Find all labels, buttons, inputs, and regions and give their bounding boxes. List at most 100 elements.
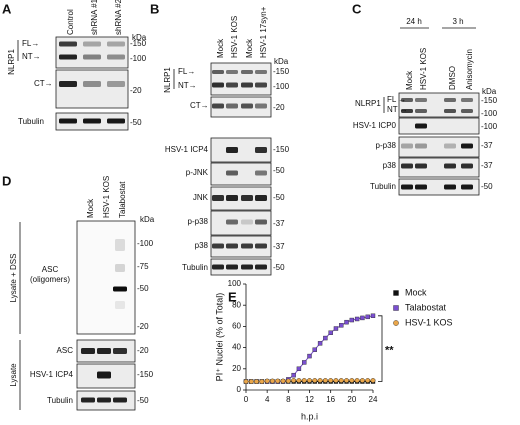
band bbox=[415, 184, 427, 190]
x-tick-label: 20 bbox=[347, 395, 356, 404]
kda-marker: -150 bbox=[273, 67, 290, 76]
lane-label: Anisomycin bbox=[465, 49, 474, 90]
lane-label: Mock bbox=[86, 198, 95, 218]
point bbox=[333, 378, 339, 383]
row-label: FL → bbox=[387, 95, 406, 104]
row-label: HSV-1 ICP4 bbox=[30, 370, 74, 379]
band bbox=[212, 243, 224, 249]
blot-box bbox=[210, 162, 272, 186]
band bbox=[97, 397, 111, 403]
row-label: ASC bbox=[57, 346, 74, 355]
row-label: NT → bbox=[387, 105, 408, 114]
point bbox=[338, 378, 344, 383]
blot-box bbox=[210, 62, 272, 96]
y-tick-label: 80 bbox=[232, 300, 241, 309]
band bbox=[401, 143, 413, 149]
y-tick-label: 0 bbox=[237, 385, 242, 394]
band bbox=[226, 219, 238, 225]
point bbox=[307, 353, 312, 359]
point bbox=[307, 378, 312, 383]
lane-label: HSV-1 KOS bbox=[419, 48, 428, 90]
row-label: HSV-1 ICP0 bbox=[353, 121, 397, 130]
panel-label: A bbox=[2, 1, 12, 16]
band bbox=[107, 118, 125, 124]
point bbox=[322, 378, 328, 383]
band bbox=[83, 118, 101, 124]
panel-label: C bbox=[352, 1, 362, 16]
point bbox=[302, 360, 307, 365]
kda-marker: -20 bbox=[137, 322, 149, 331]
kda-marker: -150 bbox=[481, 96, 498, 105]
band bbox=[226, 147, 238, 153]
band bbox=[401, 163, 413, 169]
band bbox=[241, 70, 253, 74]
row-label: Tubulin bbox=[370, 182, 396, 191]
kda-marker: -100 bbox=[273, 82, 290, 91]
point bbox=[248, 379, 254, 384]
row-label: ASC bbox=[42, 265, 59, 274]
band bbox=[226, 103, 238, 109]
x-tick-label: 12 bbox=[305, 395, 314, 404]
band bbox=[255, 219, 267, 225]
band bbox=[401, 184, 413, 190]
blot-box bbox=[398, 136, 480, 158]
legend-label: HSV-1 KOS bbox=[405, 317, 453, 327]
point bbox=[296, 366, 302, 371]
point bbox=[312, 347, 317, 352]
band bbox=[415, 123, 427, 129]
band bbox=[444, 109, 456, 113]
band bbox=[113, 348, 127, 354]
point bbox=[301, 378, 307, 383]
row-label: Tubulin bbox=[18, 117, 44, 126]
y-tick-label: 60 bbox=[232, 322, 241, 331]
section-label: Lysate bbox=[9, 363, 18, 387]
row-label: FL→ bbox=[22, 39, 39, 48]
band bbox=[255, 82, 267, 88]
x-tick-label: 24 bbox=[369, 395, 378, 404]
point bbox=[264, 378, 270, 384]
point bbox=[328, 330, 333, 335]
x-axis-label: h.p.i bbox=[301, 411, 318, 421]
band bbox=[444, 184, 456, 190]
lane-label: shRNA #2 bbox=[114, 0, 123, 35]
point bbox=[328, 378, 334, 383]
kda-marker: -20 bbox=[130, 86, 142, 95]
kda-marker: -100 bbox=[481, 122, 498, 131]
band bbox=[83, 81, 101, 87]
kda-marker: -50 bbox=[137, 396, 149, 405]
band bbox=[59, 41, 77, 47]
kda-marker: -50 bbox=[273, 193, 285, 202]
row-label: p-p38 bbox=[376, 141, 397, 150]
lane-label: HSV-1 KOS bbox=[102, 176, 111, 218]
x-tick-label: 8 bbox=[286, 395, 291, 404]
row-label: CT→ bbox=[34, 79, 53, 88]
panel-label: B bbox=[150, 1, 159, 16]
point bbox=[312, 378, 318, 383]
blot-box bbox=[398, 117, 480, 135]
band bbox=[401, 109, 413, 113]
row-label: NT→ bbox=[22, 52, 41, 61]
band bbox=[226, 70, 238, 74]
x-tick-label: 16 bbox=[326, 395, 335, 404]
kda-unit: kDa bbox=[140, 215, 155, 224]
point bbox=[270, 378, 275, 384]
lane-label: HSV-1 KOS bbox=[230, 16, 239, 58]
kda-marker: -50 bbox=[137, 284, 149, 293]
kda-marker: -150 bbox=[273, 145, 290, 154]
point bbox=[349, 378, 355, 383]
kda-unit: kDa bbox=[274, 57, 289, 66]
band bbox=[212, 70, 224, 74]
kda-unit: kDa bbox=[132, 33, 147, 42]
point bbox=[354, 316, 360, 322]
group-label: NLRP1 bbox=[355, 99, 381, 108]
blot-box bbox=[398, 178, 480, 196]
band bbox=[461, 184, 473, 190]
legend-marker bbox=[393, 305, 399, 311]
y-tick-label: 100 bbox=[228, 279, 242, 288]
band bbox=[415, 143, 427, 149]
row-label: CT→ bbox=[190, 101, 209, 110]
band bbox=[226, 243, 238, 249]
band bbox=[113, 286, 127, 292]
band bbox=[461, 109, 473, 113]
annotation: ** bbox=[385, 345, 394, 357]
